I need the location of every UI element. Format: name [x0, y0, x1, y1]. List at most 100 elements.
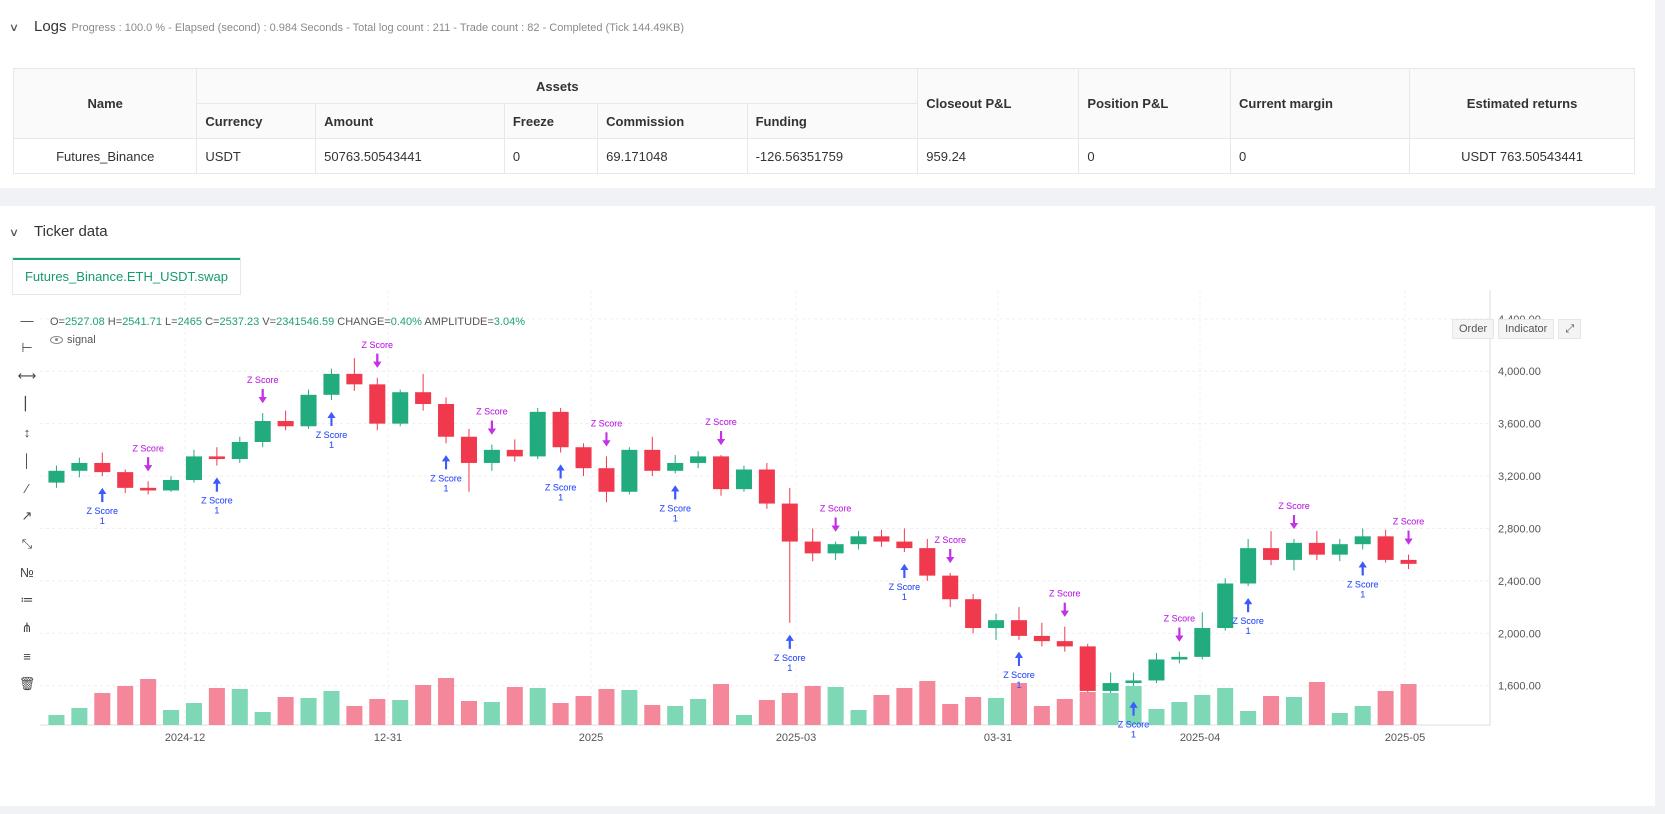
vertical-segment-icon[interactable]: │ [22, 452, 32, 468]
volume-bar [1377, 691, 1394, 725]
fib-retracement-icon[interactable]: ≡ [23, 648, 31, 664]
candle-body [575, 447, 592, 469]
buy-label: Z Score [545, 482, 577, 492]
sell-label: Z Score [705, 417, 737, 427]
volume-bar [873, 695, 890, 725]
candle-body [483, 449, 500, 463]
sell-arrow-icon [1404, 530, 1413, 545]
ray-icon[interactable]: ⊢ [21, 340, 33, 355]
buy-qty: 1 [787, 663, 792, 673]
eye-icon[interactable] [50, 336, 63, 344]
buy-qty: 1 [673, 513, 678, 523]
sell-arrow-icon [946, 549, 955, 564]
l-value: 2465 [177, 316, 203, 328]
sell-arrow-icon [1289, 514, 1298, 529]
volume-bar [163, 710, 180, 725]
buy-label: Z Score [1118, 720, 1150, 730]
buy-qty: 1 [1131, 730, 1136, 740]
candle-body [1171, 656, 1188, 660]
trend-ray-icon[interactable]: ↗ [21, 508, 33, 523]
candle-body [392, 392, 409, 424]
order-button[interactable]: Order [1452, 319, 1495, 339]
v-label: V= [259, 316, 277, 328]
change-label: CHANGE= [334, 316, 391, 328]
sell-arrow-icon [831, 517, 840, 532]
buy-label: Z Score [1003, 670, 1035, 680]
buy-qty: 1 [329, 440, 334, 450]
volume-bar [919, 681, 936, 725]
candle-body [1056, 641, 1073, 647]
buy-label: Z Score [774, 653, 806, 663]
fullscreen-icon[interactable]: ⤢ [1558, 319, 1582, 339]
extended-line-icon[interactable]: ⟷ [17, 368, 37, 383]
buy-qty: 1 [329, 440, 334, 450]
candle-body [919, 548, 936, 576]
trend-line-icon[interactable]: ∕ [25, 480, 29, 496]
volume-bar [277, 697, 294, 725]
cell-closeout: 959.24 [917, 138, 1080, 174]
trash-icon[interactable]: 🗑 [18, 676, 36, 691]
volume-bar [713, 684, 730, 725]
ticker-header[interactable]: ∨ Ticker data [8, 223, 108, 240]
price-label-icon[interactable]: № [20, 564, 34, 580]
candle-body [369, 384, 386, 424]
signal-legend[interactable]: signal [50, 334, 96, 346]
candle-body [1010, 620, 1027, 636]
buy-qty: 1 [214, 506, 219, 516]
buy-label: Z Score [659, 503, 691, 513]
candle-body [415, 392, 432, 404]
sell-label: Z Score [476, 407, 508, 417]
buy-label: Z Score [430, 473, 462, 483]
sell-label: Z Score [362, 340, 394, 350]
o-value: 2527.08 [64, 316, 105, 328]
buy-label: Z Score [201, 496, 233, 506]
parallel-channel-icon[interactable]: ≔ [20, 592, 34, 607]
candle-body [1217, 583, 1234, 629]
volume-bar [346, 706, 363, 725]
candle-body [1263, 548, 1280, 560]
candle-body [1125, 680, 1142, 684]
volume-bar [1148, 709, 1165, 725]
horizontal-line-icon[interactable]: — [20, 312, 34, 328]
sell-label: Z Score [934, 535, 966, 545]
chevron-down-icon[interactable]: ∨ [8, 22, 20, 34]
sell-arrow-icon [1060, 602, 1069, 617]
indicator-button[interactable]: Indicator [1498, 319, 1555, 339]
col-returns: Estimated returns [1409, 68, 1635, 139]
volume-bar [690, 699, 707, 725]
candle-body [804, 541, 821, 554]
volume-bar [1400, 684, 1417, 725]
candle-body [1148, 659, 1165, 681]
candle-body [346, 373, 363, 385]
tab-eth-usdt-swap[interactable]: Futures_Binance.ETH_USDT.swap [13, 258, 240, 294]
volume-bar [735, 715, 752, 725]
volume-bar [71, 708, 88, 725]
trend-extended-icon[interactable]: ⤡ [21, 536, 33, 551]
cell-returns: USDT 763.50543441 [1409, 138, 1635, 174]
sell-arrow-icon [373, 353, 382, 368]
buy-arrow-icon [785, 634, 794, 649]
col-funding: Funding [746, 103, 919, 139]
price-chart[interactable]: 1,600.00 2,000.00 2,400.00 2,800.00 3,200.00… [0, 290, 1600, 800]
vertical-ray-icon[interactable]: ↕ [23, 424, 31, 440]
chevron-down-icon[interactable]: ∨ [8, 227, 20, 239]
x-tick-label: 2024-12 [165, 732, 205, 744]
candle-body [1400, 559, 1417, 564]
sell-label: Z Score [934, 535, 966, 545]
candle-body [460, 436, 477, 463]
buy-arrow-icon [1244, 598, 1253, 613]
candle-body [185, 456, 202, 480]
buy-label: Z Score [1347, 579, 1379, 589]
sell-arrow-icon [258, 389, 267, 404]
sell-label: Z Score [1393, 517, 1425, 527]
sell-label: Z Score [247, 375, 279, 385]
logs-header[interactable]: ∨ Logs Progress : 100.0 % - Elapsed (sec… [8, 18, 684, 35]
signal-label: signal [67, 334, 96, 346]
drawing-toolbar: — ⊢ ⟷ ⎢ ↕ │ ∕ ↗ ⤡ № ≔ ⋔ ≡ 🗑 [16, 306, 38, 698]
buy-arrow-icon [212, 477, 221, 492]
pitchfork-icon[interactable]: ⋔ [21, 620, 33, 635]
ticker-panel: ∨ Ticker data Futures_Binance.ETH_USDT.s… [0, 206, 1655, 806]
vertical-line-icon[interactable]: ⎢ [23, 396, 31, 411]
logs-title: Logs [34, 18, 67, 35]
candle-body [965, 599, 982, 629]
